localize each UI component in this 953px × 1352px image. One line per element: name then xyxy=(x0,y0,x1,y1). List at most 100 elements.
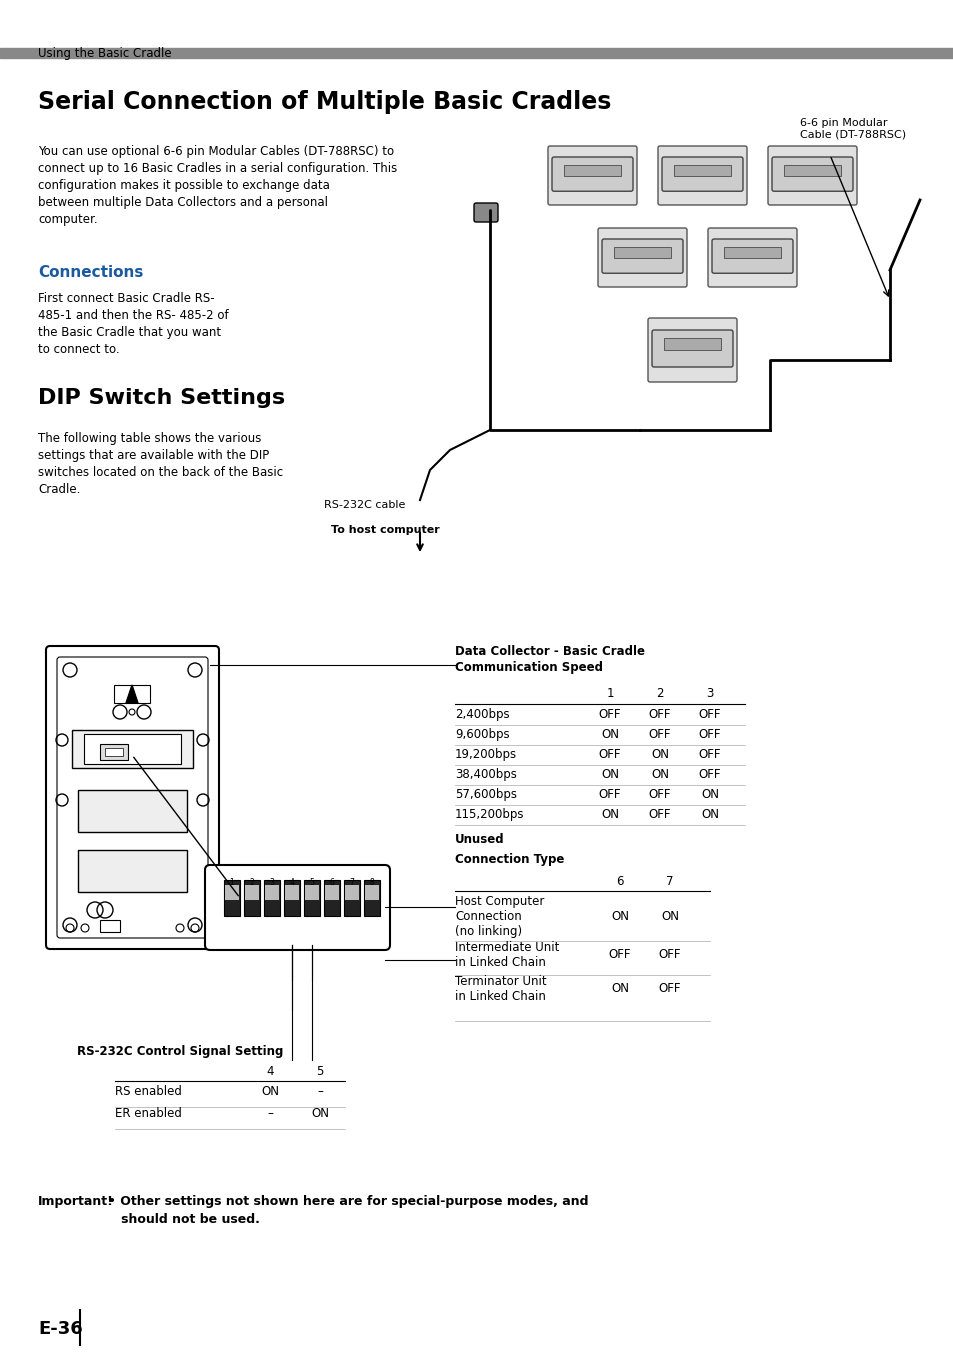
Text: The following table shows the various: The following table shows the various xyxy=(38,433,261,445)
Text: OFF: OFF xyxy=(698,768,720,781)
Bar xyxy=(614,247,670,257)
Text: OFF: OFF xyxy=(648,788,671,800)
Text: 2: 2 xyxy=(656,687,663,700)
Text: –: – xyxy=(267,1107,273,1119)
Text: in Linked Chain: in Linked Chain xyxy=(455,990,545,1003)
Bar xyxy=(304,880,319,917)
Text: should not be used.: should not be used. xyxy=(108,1213,259,1226)
Bar xyxy=(723,247,781,257)
Bar xyxy=(365,886,378,900)
Text: OFF: OFF xyxy=(659,983,680,995)
Text: OFF: OFF xyxy=(648,808,671,821)
Text: 6: 6 xyxy=(329,877,335,887)
Text: ON: ON xyxy=(600,727,618,741)
Text: Serial Connection of Multiple Basic Cradles: Serial Connection of Multiple Basic Crad… xyxy=(38,91,611,114)
Text: Data Collector - Basic Cradle: Data Collector - Basic Cradle xyxy=(455,645,644,658)
FancyBboxPatch shape xyxy=(547,146,637,206)
Text: OFF: OFF xyxy=(598,788,620,800)
Text: RS-232C cable: RS-232C cable xyxy=(324,500,405,510)
Bar xyxy=(100,919,120,932)
Text: ON: ON xyxy=(650,748,668,761)
Text: 57,600bps: 57,600bps xyxy=(455,788,517,800)
Bar xyxy=(324,880,339,917)
Text: OFF: OFF xyxy=(648,727,671,741)
Text: ON: ON xyxy=(311,1107,329,1119)
Text: 1: 1 xyxy=(605,687,613,700)
Text: First connect Basic Cradle RS-: First connect Basic Cradle RS- xyxy=(38,292,214,306)
Text: the Basic Cradle that you want: the Basic Cradle that you want xyxy=(38,326,221,339)
Text: 485-1 and then the RS- 485-2 of: 485-1 and then the RS- 485-2 of xyxy=(38,310,229,322)
Text: between multiple Data Collectors and a personal: between multiple Data Collectors and a p… xyxy=(38,196,328,210)
FancyBboxPatch shape xyxy=(658,146,746,206)
Text: ON: ON xyxy=(660,910,679,923)
Text: to connect to.: to connect to. xyxy=(38,343,119,356)
Text: 6: 6 xyxy=(616,875,623,888)
Bar xyxy=(264,880,280,917)
FancyBboxPatch shape xyxy=(46,646,219,949)
Text: OFF: OFF xyxy=(698,727,720,741)
Text: Connections: Connections xyxy=(38,265,143,280)
Text: ON: ON xyxy=(610,983,628,995)
Bar xyxy=(305,886,318,900)
FancyBboxPatch shape xyxy=(711,239,792,273)
Bar xyxy=(285,886,298,900)
Text: in Linked Chain: in Linked Chain xyxy=(455,956,545,969)
Bar xyxy=(78,850,187,892)
Text: OFF: OFF xyxy=(598,708,620,721)
FancyBboxPatch shape xyxy=(552,157,633,191)
Bar xyxy=(325,886,338,900)
Text: 9,600bps: 9,600bps xyxy=(455,727,509,741)
FancyBboxPatch shape xyxy=(707,228,796,287)
Text: 1: 1 xyxy=(230,877,234,887)
Text: ON: ON xyxy=(600,808,618,821)
Text: ON: ON xyxy=(650,768,668,781)
Text: 7: 7 xyxy=(665,875,673,888)
Bar xyxy=(100,744,128,760)
FancyBboxPatch shape xyxy=(598,228,686,287)
Polygon shape xyxy=(126,685,138,703)
Text: computer.: computer. xyxy=(38,214,97,226)
Text: ON: ON xyxy=(700,808,719,821)
Text: –: – xyxy=(316,1086,323,1098)
Bar xyxy=(84,734,181,764)
Text: 5: 5 xyxy=(316,1065,323,1078)
Text: 8: 8 xyxy=(369,877,374,887)
Bar xyxy=(245,886,258,900)
Text: switches located on the back of the Basic: switches located on the back of the Basi… xyxy=(38,466,283,479)
Text: • Other settings not shown here are for special-purpose modes, and: • Other settings not shown here are for … xyxy=(108,1195,588,1207)
Bar xyxy=(224,880,240,917)
Text: Connection Type: Connection Type xyxy=(455,853,564,867)
Text: 19,200bps: 19,200bps xyxy=(455,748,517,761)
Text: OFF: OFF xyxy=(648,708,671,721)
Text: You can use optional 6-6 pin Modular Cables (DT-788RSC) to: You can use optional 6-6 pin Modular Cab… xyxy=(38,145,394,158)
Bar xyxy=(663,338,720,350)
Text: OFF: OFF xyxy=(598,748,620,761)
FancyBboxPatch shape xyxy=(651,330,732,366)
Bar xyxy=(284,880,299,917)
FancyBboxPatch shape xyxy=(771,157,852,191)
Text: RS enabled: RS enabled xyxy=(115,1086,182,1098)
Text: OFF: OFF xyxy=(659,949,680,961)
Text: E-36: E-36 xyxy=(38,1320,83,1338)
Text: To host computer: To host computer xyxy=(331,525,439,535)
Text: ON: ON xyxy=(600,768,618,781)
Text: connect up to 16 Basic Cradles in a serial configuration. This: connect up to 16 Basic Cradles in a seri… xyxy=(38,162,396,174)
Text: ON: ON xyxy=(700,788,719,800)
Bar xyxy=(225,886,239,900)
Text: 38,400bps: 38,400bps xyxy=(455,768,517,781)
Bar xyxy=(563,165,620,176)
Text: Cradle.: Cradle. xyxy=(38,483,80,496)
Bar xyxy=(113,685,150,703)
Text: 5: 5 xyxy=(309,877,314,887)
Text: Terminator Unit: Terminator Unit xyxy=(455,975,546,988)
Text: 2,400bps: 2,400bps xyxy=(455,708,509,721)
Bar xyxy=(105,748,123,756)
Text: Connection: Connection xyxy=(455,910,521,923)
Text: ON: ON xyxy=(261,1086,278,1098)
FancyBboxPatch shape xyxy=(205,865,390,950)
FancyBboxPatch shape xyxy=(647,318,737,383)
Text: settings that are available with the DIP: settings that are available with the DIP xyxy=(38,449,269,462)
FancyBboxPatch shape xyxy=(474,203,497,222)
FancyBboxPatch shape xyxy=(601,239,682,273)
Bar xyxy=(783,165,841,176)
